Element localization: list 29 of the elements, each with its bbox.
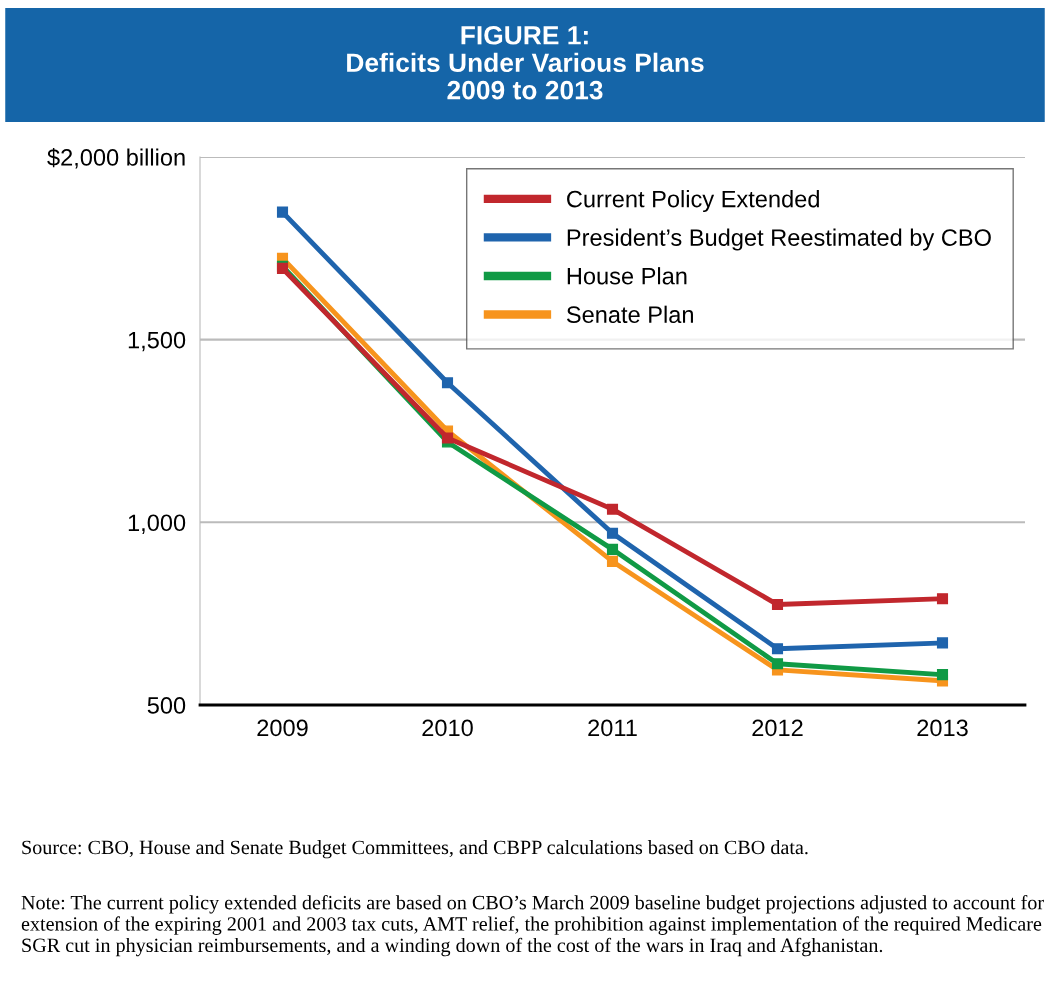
point bbox=[771, 658, 784, 670]
point bbox=[441, 377, 454, 389]
y-tick-label: 1,500 bbox=[128, 331, 186, 352]
point bbox=[771, 643, 784, 655]
y-tick-label: 500 bbox=[147, 697, 186, 714]
point bbox=[441, 432, 454, 444]
x-tick-label: 2013 bbox=[917, 719, 968, 737]
point bbox=[936, 593, 949, 605]
point bbox=[606, 555, 619, 567]
chart-title: FIGURE 1: Deficits Under Various Plans 2009 to 2013 bbox=[347, 25, 704, 100]
legend-label: House Plan bbox=[567, 267, 687, 285]
x-tick-label: 2010 bbox=[422, 719, 473, 737]
point bbox=[276, 206, 289, 218]
x-tick-label: 2011 bbox=[588, 719, 637, 737]
point bbox=[606, 543, 619, 555]
point bbox=[771, 598, 784, 611]
legend-label: Senate Plan bbox=[566, 305, 693, 324]
point bbox=[606, 527, 619, 539]
source-note: Source: CBO, House and Senate Budget Committees, and CBPP calculations based on CBO data. bbox=[22, 840, 808, 859]
y-tick-label: $2,000 billion bbox=[47, 148, 185, 169]
point bbox=[936, 669, 949, 681]
legend-label: Current Policy Extended bbox=[567, 190, 819, 213]
point bbox=[606, 503, 619, 515]
x-tick-label: 2009 bbox=[257, 719, 308, 737]
text: Note: The current policy extended deficits are based on CBO’s March 2009 baseline budget projections adjusted to account for extension of the expiring 2001 and 2003 tax cuts, AMT relief, the prohibition against implementation of the required Medicare SGR cut in physician reimbursements, and a winding down of the cost of the wars in Iraq and Afghanistan. bbox=[21, 895, 1044, 957]
point bbox=[936, 637, 949, 649]
legend-label: President’s Budget Reestimated by CBO bbox=[567, 228, 991, 251]
y-tick-label: 1,000 bbox=[128, 514, 186, 534]
x-tick-label: 2012 bbox=[752, 719, 803, 737]
